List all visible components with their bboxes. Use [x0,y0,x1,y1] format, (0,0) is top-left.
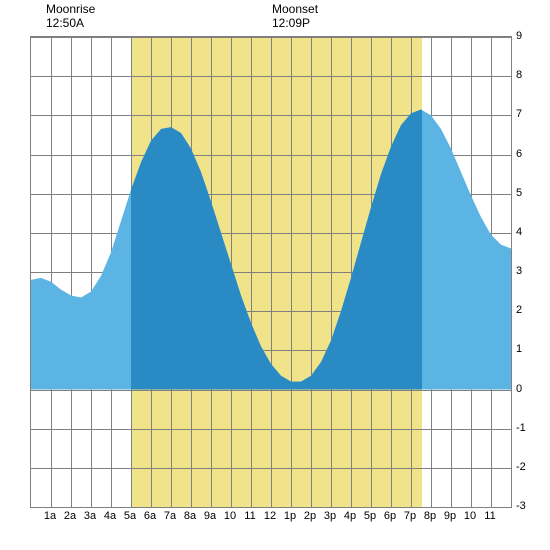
tide-area-light [31,109,511,389]
moonrise-time: 12:50A [46,16,95,30]
x-tick-label: 10 [224,510,236,522]
moonset-time: 12:09P [272,16,318,30]
x-tick-label: 2a [64,510,76,522]
x-tick-label: 1p [284,510,296,522]
x-tick-label: 5a [124,510,136,522]
tide-chart: -3-2-10123456789 1a2a3a4a5a6a7a8a9a10111… [0,0,550,550]
x-tick-label: 12 [264,510,276,522]
y-tick-label: 0 [516,383,522,395]
x-tick-label: 3p [324,510,336,522]
y-tick-label: 4 [516,226,522,238]
moonrise-label: Moonrise12:50A [46,2,95,31]
x-tick-label: 8p [424,510,436,522]
moonrise-title: Moonrise [46,2,95,16]
x-tick-label: 10 [464,510,476,522]
y-tick-label: 9 [516,30,522,42]
x-tick-label: 7a [164,510,176,522]
x-tick-label: 6p [384,510,396,522]
x-tick-label: 9a [204,510,216,522]
tide-svg [31,37,511,507]
x-tick-label: 3a [84,510,96,522]
y-tick-label: 5 [516,187,522,199]
y-tick-label: 1 [516,343,522,355]
y-tick-label: -2 [516,461,526,473]
x-tick-label: 11 [484,510,495,522]
moonset-label: Moonset12:09P [272,2,318,31]
plot-area [30,36,512,508]
gridline-h [31,507,511,508]
x-tick-label: 4a [104,510,116,522]
x-tick-label: 11 [244,510,255,522]
x-tick-label: 5p [364,510,376,522]
x-tick-label: 4p [344,510,356,522]
y-tick-label: 6 [516,148,522,160]
x-tick-label: 2p [304,510,316,522]
y-tick-label: -1 [516,422,526,434]
x-tick-label: 9p [444,510,456,522]
y-tick-label: 2 [516,304,522,316]
x-tick-label: 8a [184,510,196,522]
x-tick-label: 1a [44,510,56,522]
x-tick-label: 6a [144,510,156,522]
y-tick-label: 7 [516,108,522,120]
y-tick-label: -3 [516,500,526,512]
y-tick-label: 3 [516,265,522,277]
y-tick-label: 8 [516,69,522,81]
moonset-title: Moonset [272,2,318,16]
x-tick-label: 7p [404,510,416,522]
